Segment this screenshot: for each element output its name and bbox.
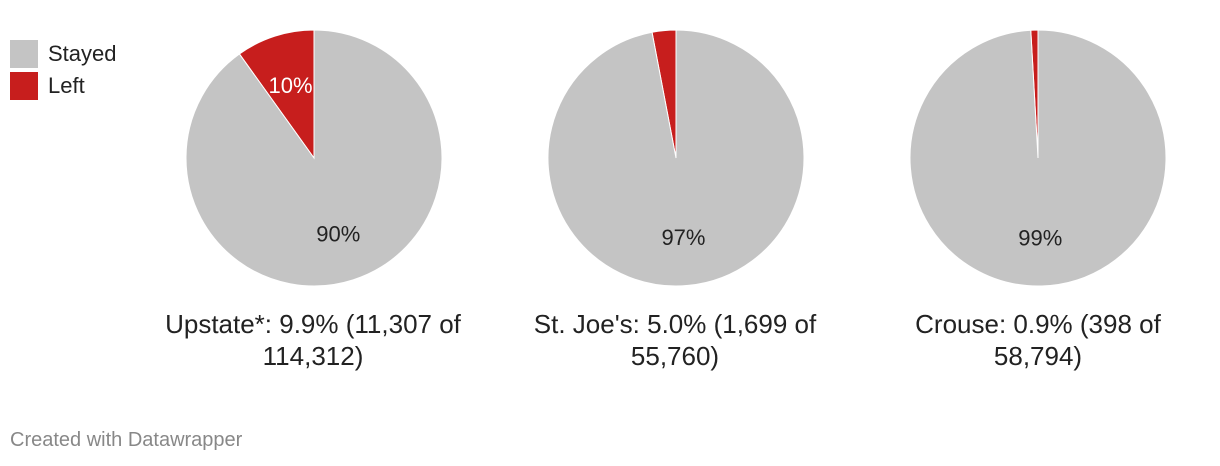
legend-item-left: Left bbox=[10, 70, 117, 102]
pie-value-label-upstate-left: 10% bbox=[268, 73, 312, 98]
legend-swatch-stayed bbox=[10, 40, 38, 68]
footer-credit: Created with Datawrapper bbox=[10, 429, 243, 451]
legend-swatch-left bbox=[10, 72, 38, 100]
pie-label-crouse: Crouse: 0.9% (398 of 58,794) bbox=[915, 309, 1161, 371]
pie-slice-crouse-stayed bbox=[909, 29, 1167, 287]
pie-value-label-upstate-stayed: 90% bbox=[316, 222, 360, 247]
legend-label-left: Left bbox=[48, 73, 85, 98]
pie-charts: 10% 90% 97% 99% bbox=[185, 29, 1167, 287]
pie-slice-st-joes-stayed bbox=[547, 29, 805, 287]
pie-value-label-st-joes-stayed: 97% bbox=[661, 225, 705, 250]
legend: Stayed Left bbox=[10, 38, 117, 102]
pie-label-upstate: Upstate*: 9.9% (11,307 of 114,312) bbox=[165, 309, 461, 371]
legend-label-stayed: Stayed bbox=[48, 41, 117, 66]
legend-item-stayed: Stayed bbox=[10, 38, 117, 70]
pie-label-st-joes: St. Joe's: 5.0% (1,699 of 55,760) bbox=[533, 309, 817, 371]
pie-slice-upstate-stayed bbox=[185, 29, 443, 287]
pie-slice-upstate-left bbox=[238, 29, 315, 160]
pie-value-label-crouse-stayed: 99% bbox=[1018, 225, 1062, 250]
